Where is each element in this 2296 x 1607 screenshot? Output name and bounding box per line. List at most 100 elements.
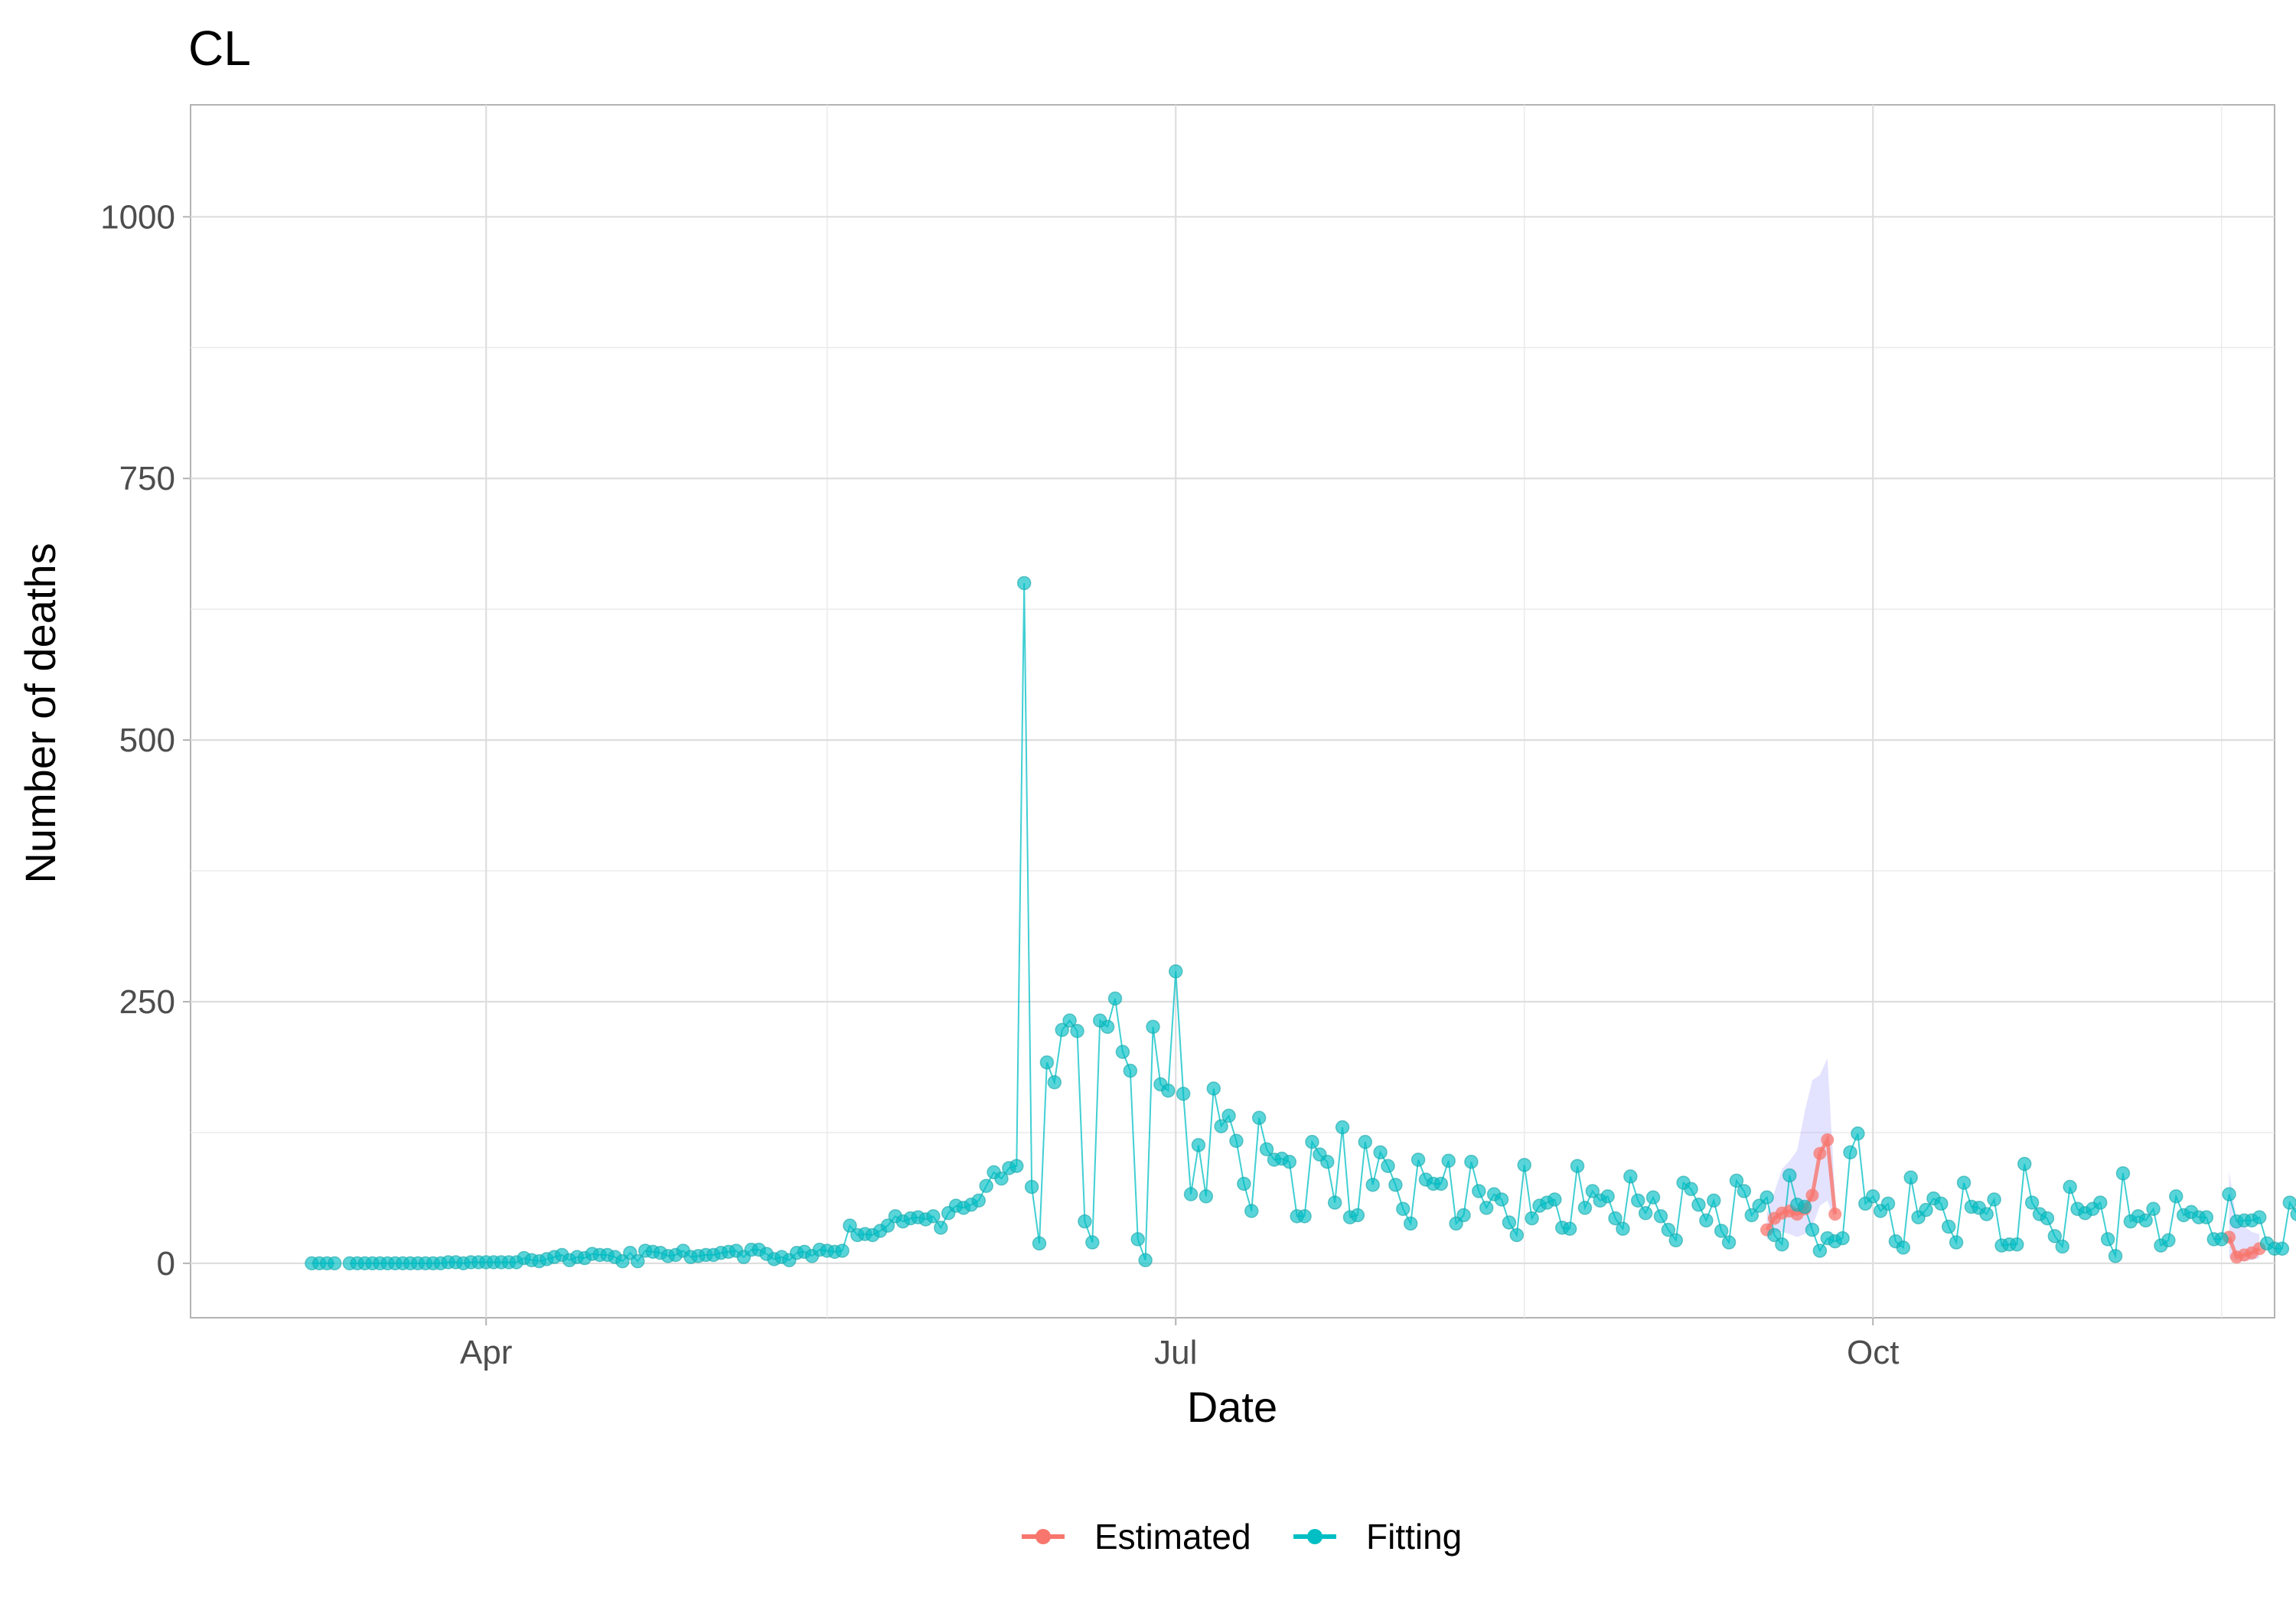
- fitting-point: [1388, 1178, 1403, 1192]
- fitting-point: [327, 1256, 342, 1271]
- fitting-point: [1055, 1022, 1069, 1038]
- fitting-point: [1570, 1159, 1585, 1173]
- y-tick-label: 250: [119, 983, 175, 1021]
- fitting-point: [1191, 1138, 1206, 1152]
- fitting-point: [1479, 1201, 1494, 1215]
- legend: Estimated Fitting: [1022, 1517, 1462, 1556]
- fitting-point: [1600, 1189, 1615, 1204]
- confidence-ribbon: [1766, 1058, 2260, 1262]
- fitting-point: [1653, 1209, 1668, 1224]
- fitting-point: [1244, 1204, 1259, 1218]
- fitting-point: [934, 1221, 948, 1235]
- fitting-point: [2146, 1201, 2161, 1217]
- fitting-point: [2024, 1195, 2040, 1210]
- fitting-point: [1623, 1169, 1638, 1184]
- fitting-point: [1441, 1153, 1456, 1169]
- fitting-point: [1661, 1222, 1676, 1237]
- confidence-band: [2229, 1171, 2260, 1262]
- fitting-point: [1183, 1187, 1199, 1201]
- fitting-point: [1016, 575, 1032, 591]
- fitting-point: [1358, 1135, 1373, 1149]
- fitting-point: [1714, 1224, 1729, 1238]
- fitting-point: [1472, 1184, 1486, 1198]
- fitting-point: [2047, 1229, 2063, 1244]
- fitting-point: [1979, 1207, 1994, 1221]
- fitting-point: [1221, 1108, 1236, 1123]
- fitting-point: [2063, 1179, 2077, 1195]
- fitting-point: [1949, 1235, 1964, 1250]
- fitting-point: [1509, 1227, 1525, 1243]
- grid: [191, 105, 2275, 1318]
- fitting-point: [1525, 1211, 1539, 1226]
- fitting-point: [2275, 1241, 2290, 1256]
- fitting-point: [1865, 1189, 1880, 1204]
- fitting-point: [2115, 1166, 2131, 1181]
- fitting-point: [994, 1171, 1009, 1186]
- fitting-point: [1805, 1222, 1820, 1237]
- fitting-point: [1782, 1168, 1797, 1183]
- fitting-point: [1896, 1240, 1911, 1255]
- fitting-point: [2093, 1195, 2108, 1210]
- fitting-point: [1684, 1182, 1698, 1197]
- fitting-point: [1206, 1081, 1221, 1096]
- fitting-point: [1229, 1133, 1244, 1149]
- fitting-point: [2055, 1239, 2069, 1254]
- fitting-point: [1903, 1170, 1918, 1185]
- fitting-point: [1548, 1192, 1562, 1207]
- fitting-point: [1062, 1013, 1077, 1028]
- fitting-point: [1987, 1192, 2001, 1207]
- fitting-point: [1365, 1178, 1380, 1192]
- fitting-point: [1941, 1219, 1956, 1234]
- fitting-point: [926, 1209, 941, 1224]
- fitting-point: [979, 1178, 993, 1193]
- fitting-point: [1721, 1235, 1737, 1250]
- legend-item-fitting: Fitting: [1293, 1517, 1462, 1556]
- fitting-point: [2214, 1232, 2229, 1247]
- estimated-point: [1828, 1208, 1842, 1221]
- fitting-point: [2161, 1233, 2176, 1248]
- fitting-point: [1691, 1198, 1706, 1212]
- fitting-point: [1411, 1152, 1426, 1167]
- fitting-point: [1494, 1192, 1509, 1207]
- fitting-point: [1616, 1221, 1630, 1237]
- fitting-point: [1562, 1221, 1577, 1237]
- fitting-point: [835, 1244, 850, 1258]
- x-tick-label: Jul: [1154, 1334, 1197, 1371]
- fitting-point: [1161, 1083, 1176, 1098]
- fitting-point: [1760, 1190, 1774, 1204]
- fitting-point: [1168, 964, 1183, 979]
- fitting-point: [1744, 1208, 1760, 1223]
- legend-label-estimated: Estimated: [1094, 1517, 1251, 1556]
- fitting-point: [1956, 1175, 1971, 1190]
- fitting-point: [1251, 1110, 1267, 1126]
- fitting-point: [1403, 1216, 1418, 1231]
- fitting-point: [1502, 1215, 1517, 1230]
- fitting-point: [2199, 1210, 2214, 1224]
- fitting-point: [1737, 1184, 1752, 1198]
- fitting-point: [1456, 1208, 1471, 1223]
- fitting-point: [1835, 1231, 1850, 1246]
- fitting-point: [1433, 1176, 1449, 1191]
- axes: 0 250 500 750 1000 Apr Jul Oct: [100, 198, 1899, 1371]
- fitting-point: [1577, 1201, 1593, 1215]
- fitting-point: [2108, 1249, 2123, 1263]
- fitting-point: [1668, 1233, 1684, 1248]
- fitting-point: [1297, 1209, 1312, 1224]
- fitting-point: [1707, 1193, 1721, 1208]
- fitting-point: [630, 1253, 645, 1269]
- x-tick-label: Apr: [460, 1334, 512, 1371]
- x-axis-title: Date: [1187, 1383, 1277, 1431]
- fitting-point: [2222, 1187, 2236, 1201]
- chart-title: CL: [188, 21, 251, 76]
- fitting-point: [1085, 1235, 1100, 1250]
- fitting-point: [2290, 1207, 2296, 1221]
- fitting-point: [1638, 1205, 1653, 1221]
- estimated-point: [1821, 1133, 1835, 1147]
- fitting-point: [1039, 1055, 1055, 1070]
- fitting-point: [1282, 1154, 1297, 1169]
- series-lines: [311, 582, 2296, 1264]
- fitting-point: [1237, 1176, 1251, 1191]
- legend-item-estimated: Estimated: [1022, 1517, 1251, 1556]
- fitting-point: [1107, 991, 1123, 1006]
- fitting-point: [1843, 1145, 1857, 1160]
